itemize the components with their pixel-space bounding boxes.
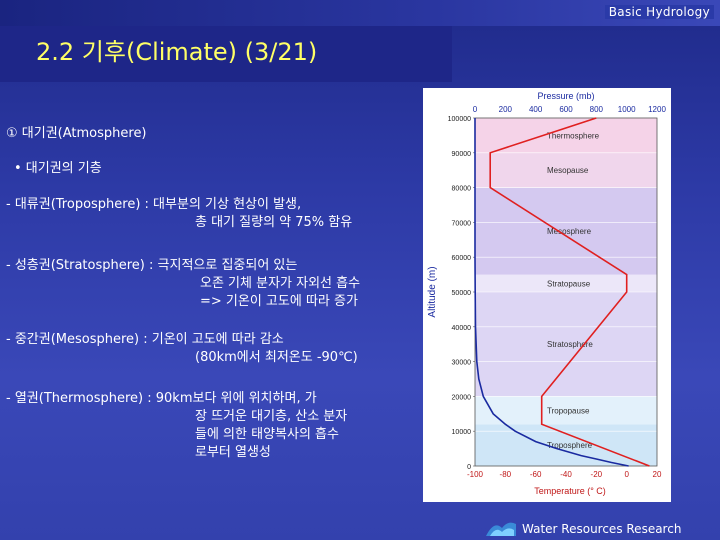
layer-band-mesosphere	[475, 187, 657, 275]
item-line: - 성층권(Stratosphere) : 극지적으로 집중되어 있는	[6, 258, 298, 273]
y-tick-label: 80000	[452, 186, 472, 193]
y-tick-label: 40000	[452, 325, 472, 332]
section-heading: ① 대기권(Atmosphere)	[6, 126, 147, 141]
bottom-tick-label: -100	[467, 470, 484, 479]
bottom-axis-title: Temperature (° C)	[534, 486, 606, 496]
item-line: 들에 의한 태양복사의 흡수	[195, 427, 339, 442]
temperature-line	[489, 117, 650, 467]
layer-item-thermosphere: - 열권(Thermosphere) : 90km보다 위에 위치하며, 가 장…	[6, 390, 347, 462]
item-line: - 중간권(Mesosphere) : 기온이 고도에 따라 감소	[6, 332, 284, 347]
item-line: - 열권(Thermosphere) : 90km보다 위에 위치하며, 가	[6, 391, 317, 406]
layer-item-stratosphere: - 성층권(Stratosphere) : 극지적으로 집중되어 있는 오존 기…	[6, 257, 360, 311]
y-tick-label: 20000	[452, 394, 472, 401]
item-line: => 기온이 고도에 따라 증가	[200, 294, 358, 309]
top-tick-label: 1000	[618, 105, 636, 114]
bottom-tick-label: 20	[653, 470, 662, 479]
item-line: 로부터 열생성	[195, 445, 271, 460]
top-tick-label: 800	[590, 105, 604, 114]
top-tick-label: 400	[529, 105, 543, 114]
top-tick-label: 600	[559, 105, 573, 114]
layer-label: Stratosphere	[547, 340, 593, 349]
item-line: - 대류권(Troposphere) : 대부분의 기상 현상이 발생,	[6, 197, 302, 212]
y-tick-label: 100000	[448, 116, 471, 123]
y-tick-label: 60000	[452, 255, 472, 262]
item-line: 장 뜨거운 대기층, 산소 분자	[195, 409, 348, 424]
bottom-tick-label: -80	[500, 470, 512, 479]
item-line: 총 대기 질량의 약 75% 함유	[195, 215, 353, 230]
y-tick-label: 0	[467, 464, 471, 471]
layer-label: Stratopause	[547, 279, 591, 288]
footer-org: Water Resources Research	[522, 522, 682, 536]
layer-band-stratopause	[475, 274, 657, 292]
slide-title: 2.2 기후(Climate) (3/21)	[36, 38, 318, 66]
top-tick-label: 0	[473, 105, 478, 114]
layer-label: Mesosphere	[547, 227, 592, 236]
y-tick-label: 50000	[452, 290, 472, 297]
layer-band-tropopause	[475, 396, 657, 425]
water-drop-logo-icon	[486, 522, 516, 536]
layer-item-mesosphere: - 중간권(Mesosphere) : 기온이 고도에 따라 감소 (80km에…	[6, 331, 358, 367]
y-tick-label: 70000	[452, 220, 472, 227]
layer-band-mesopause	[475, 152, 657, 188]
layer-label: Thermosphere	[547, 131, 600, 140]
y-tick-label: 90000	[452, 151, 472, 158]
layer-label: Mesopause	[547, 166, 589, 175]
top-axis-title: Pressure (mb)	[537, 91, 594, 101]
bottom-tick-label: -20	[591, 470, 603, 479]
bullet-heading: • 대기권의 기층	[14, 161, 102, 176]
bottom-tick-label: 0	[624, 470, 629, 479]
title-bar	[0, 26, 452, 82]
course-label: Basic Hydrology	[604, 5, 714, 19]
item-line: 오존 기체 분자가 자외선 흡수	[200, 276, 361, 291]
bottom-tick-label: -60	[530, 470, 542, 479]
layer-label: Troposphere	[547, 441, 593, 450]
top-band	[0, 0, 720, 26]
bottom-tick-label: -40	[560, 470, 572, 479]
atmosphere-chart: Troposphere Tropopause Stratosphere Stratop…	[427, 91, 666, 496]
y-tick-label: 10000	[452, 429, 472, 436]
layer-band-stratosphere	[475, 292, 657, 397]
top-tick-label: 200	[499, 105, 513, 114]
y-axis-title: Altitude (m)	[427, 266, 438, 317]
atmosphere-chart-panel: Troposphere Tropopause Stratosphere Stratop…	[423, 88, 671, 502]
item-line: (80km에서 최저온도 -90℃)	[195, 350, 358, 365]
top-tick-label: 1200	[648, 105, 666, 114]
pressure-line	[474, 118, 629, 467]
layer-item-troposphere: - 대류권(Troposphere) : 대부분의 기상 현상이 발생, 총 대…	[6, 196, 352, 232]
y-tick-label: 30000	[452, 360, 472, 367]
layer-label: Tropopause	[547, 406, 590, 415]
